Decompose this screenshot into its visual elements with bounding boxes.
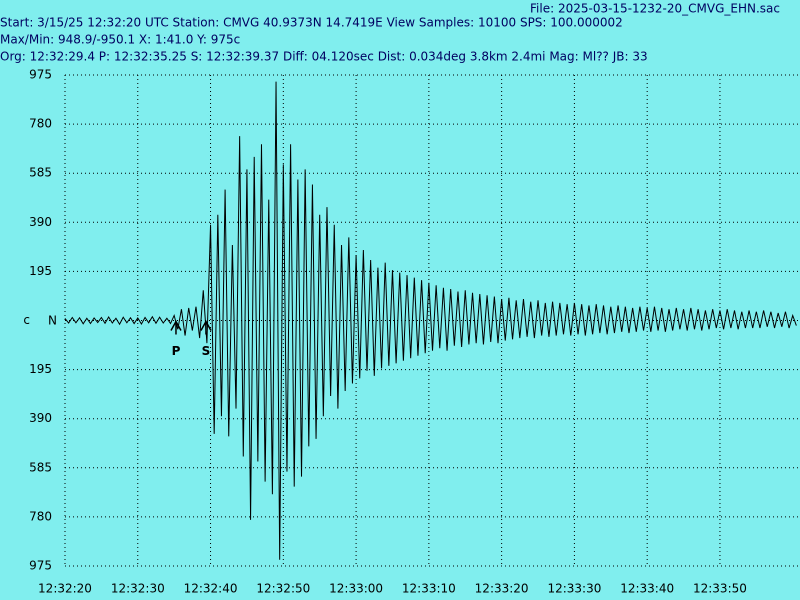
x-tick-label: 12:33:20 <box>475 582 529 596</box>
phase-label: S <box>202 344 211 358</box>
y-tick-label: 195 <box>29 264 52 278</box>
x-tick-label: 12:33:30 <box>547 582 601 596</box>
max-min-info: Max/Min: 948.9/-950.1 X: 1:41.0 Y: 975c <box>0 33 240 47</box>
y-tick-label: 780 <box>29 117 52 131</box>
y-tick-label: 975 <box>29 68 52 82</box>
phase-label: P <box>172 344 181 358</box>
y-tick-label: c <box>23 313 30 327</box>
file-name: File: 2025-03-15-1232-20_CMVG_EHN.sac <box>530 2 780 16</box>
phase-marker <box>200 319 212 335</box>
origin-info: Org: 12:32:29.4 P: 12:32:35.25 S: 12:32:… <box>0 50 648 64</box>
waveform <box>64 81 797 560</box>
x-tick-label: 12:32:40 <box>184 582 238 596</box>
x-tick-label: 12:33:40 <box>620 582 674 596</box>
y-tick-label: 390 <box>29 411 52 425</box>
y-tick-label: 390 <box>29 215 52 229</box>
x-tick-label: 12:33:10 <box>402 582 456 596</box>
start-info: Start: 3/15/25 12:32:20 UTC Station: CMV… <box>0 16 623 30</box>
phase-marker <box>170 319 182 335</box>
x-tick-label: 12:33:00 <box>329 582 383 596</box>
x-tick-label: 12:32:30 <box>111 582 165 596</box>
y-tick-label: 585 <box>29 460 52 474</box>
x-tick-label: 12:32:20 <box>38 582 92 596</box>
y-tick-label: 195 <box>29 362 52 376</box>
y-tick-label: 585 <box>29 166 52 180</box>
y-tick-label: 975 <box>29 559 52 573</box>
x-tick-label: 12:33:50 <box>693 582 747 596</box>
y-tick-label: 780 <box>29 509 52 523</box>
x-tick-label: 12:32:50 <box>256 582 310 596</box>
channel-label: N <box>48 314 57 328</box>
